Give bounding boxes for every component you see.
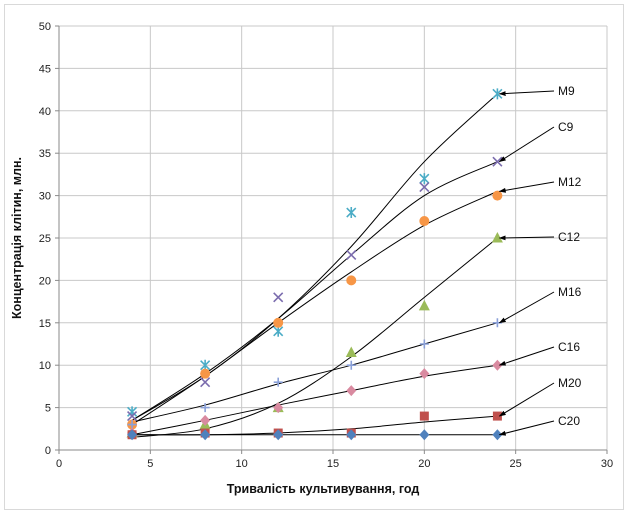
data-point-c16 — [273, 402, 284, 414]
data-point-c12 — [418, 299, 430, 311]
data-point-c9 — [273, 292, 284, 303]
trendline-m16 — [131, 322, 498, 423]
x-tick-label: 25 — [510, 458, 522, 470]
data-point-m20 — [419, 411, 429, 421]
y-tick-label: 35 — [39, 148, 51, 160]
data-point-c20 — [273, 429, 284, 441]
x-tick-label: 15 — [327, 458, 339, 470]
x-tick-label: 30 — [601, 458, 613, 470]
data-point-c16 — [346, 385, 357, 397]
data-point-m12 — [200, 368, 211, 379]
chart: 0 5 10 15 20 25 30 35 40 45 50 0 5 10 15 20 25 30 M9 C9 M12… — [10, 21, 613, 496]
data-point-c12 — [491, 232, 503, 243]
series-label-m16: M16 — [558, 285, 582, 299]
trendline-c9 — [131, 161, 498, 421]
y-tick-label: 30 — [39, 191, 51, 203]
x-tick-label: 0 — [56, 458, 62, 470]
data-point-c20 — [127, 429, 138, 441]
data-point-m9 — [419, 173, 430, 185]
y-tick-label: 25 — [39, 233, 51, 245]
y-tick-label: 50 — [39, 21, 51, 33]
trendline-m9 — [131, 93, 498, 421]
data-point-m20 — [492, 411, 502, 421]
data-point-m12 — [346, 275, 357, 286]
y-tick-label: 40 — [39, 106, 51, 118]
series-label-m12: M12 — [558, 175, 582, 189]
series-label-c16: C16 — [558, 340, 580, 354]
data-point-m12 — [492, 190, 503, 201]
grid — [59, 25, 608, 450]
leader-arrow-m16 — [498, 291, 555, 324]
y-tick-label: 0 — [45, 445, 51, 457]
data-point-m16 — [492, 318, 502, 328]
series-label-c9: C9 — [558, 120, 574, 134]
x-tick-label: 10 — [236, 458, 248, 470]
x-axis-title: Тривалість культивування, год — [227, 482, 420, 496]
series-labels: M9 C9 M12 C12 M16 C16 M20 C20 — [498, 84, 582, 436]
data-point-m16 — [273, 377, 283, 387]
y-tick-label: 20 — [39, 275, 51, 287]
data-point-c16 — [419, 368, 430, 380]
data-point-m9 — [492, 88, 503, 100]
y-tick-label: 15 — [39, 318, 51, 330]
trendline-m12 — [131, 190, 498, 425]
data-point-m16 — [419, 339, 429, 349]
data-point-m16 — [200, 403, 210, 413]
data-point-c20 — [419, 429, 430, 441]
data-point-c20 — [200, 429, 211, 441]
data-point-c9 — [492, 156, 503, 167]
data-point-m16 — [346, 360, 356, 370]
leader-arrow-m12 — [498, 181, 555, 193]
trendline-c16 — [131, 364, 498, 436]
data-points — [126, 88, 503, 441]
data-point-c16 — [200, 414, 211, 426]
series-label-c12: C12 — [558, 230, 580, 244]
x-tick-label: 5 — [147, 458, 153, 470]
series-label-m9: M9 — [558, 84, 575, 98]
data-point-m12 — [273, 317, 284, 328]
leader-arrow-c12 — [498, 235, 555, 241]
leader-arrow-c20 — [498, 420, 555, 436]
data-point-c12 — [345, 346, 357, 357]
trendlines — [131, 93, 498, 438]
y-axis-title: Концентрація клітин, млн. — [10, 157, 24, 319]
y-tick-label: 45 — [39, 63, 51, 75]
leader-arrow-m9 — [498, 90, 555, 96]
data-point-c9 — [419, 182, 430, 193]
y-tick-label: 10 — [39, 360, 51, 372]
data-point-m9 — [346, 207, 357, 219]
chart-frame: 0 5 10 15 20 25 30 35 40 45 50 0 5 10 15 20 25 30 M9 C9 M12… — [4, 4, 624, 510]
leader-arrow-m20 — [498, 382, 555, 417]
x-tick-label: 20 — [418, 458, 430, 470]
leader-arrow-c9 — [498, 126, 555, 163]
series-label-m20: M20 — [558, 376, 582, 390]
data-point-c9 — [200, 377, 211, 388]
data-point-c9 — [127, 411, 138, 422]
data-point-c9 — [346, 249, 357, 261]
series-label-c20: C20 — [558, 414, 580, 428]
leader-arrow-c16 — [498, 346, 555, 366]
y-tick-label: 5 — [45, 403, 51, 415]
data-point-m12 — [419, 216, 430, 227]
data-point-c20 — [346, 429, 357, 441]
axes: 0 5 10 15 20 25 30 35 40 45 50 0 5 10 15 20 25 30 — [39, 21, 613, 470]
